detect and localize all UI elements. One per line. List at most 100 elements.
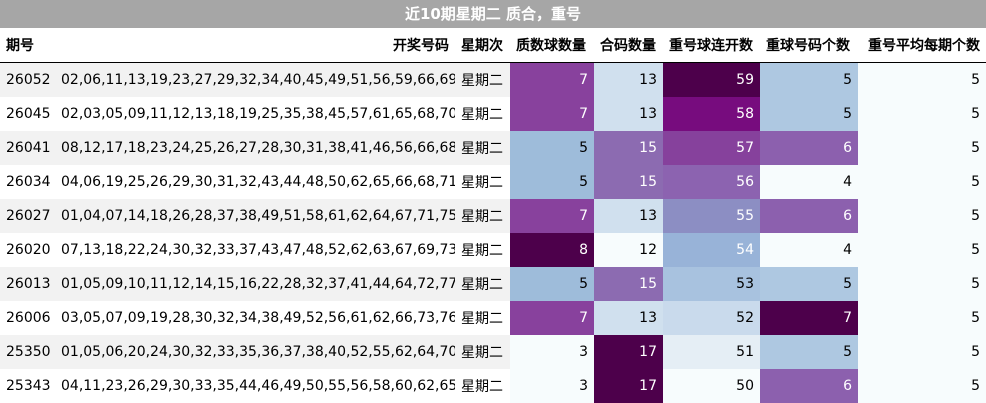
table-row: 26052 02,06,11,13,19,23,27,29,32,34,40,45… [0, 62, 986, 97]
cell-composite: 15 [594, 131, 663, 165]
cell-period: 26013 [0, 267, 55, 301]
cell-prime: 5 [510, 131, 594, 165]
cell-repeat-count: 5 [760, 335, 858, 369]
cell-weekday: 星期二 [455, 97, 510, 131]
header-numbers: 开奖号码 [55, 28, 455, 63]
table-row: 26013 01,05,09,10,11,12,14,15,16,22,28,32… [0, 267, 986, 301]
cell-weekday: 星期二 [455, 62, 510, 97]
cell-prime: 5 [510, 267, 594, 301]
cell-repeat-avg: 5 [858, 131, 986, 165]
table-title: 近10期星期二 质合，重号 [0, 0, 986, 28]
cell-composite: 13 [594, 301, 663, 335]
cell-repeat-count: 5 [760, 97, 858, 131]
cell-repeat-avg: 5 [858, 335, 986, 369]
header-repeat-avg: 重号平均每期个数 [858, 28, 986, 63]
cell-repeat-count: 4 [760, 233, 858, 267]
cell-numbers: 04,06,19,25,26,29,30,31,32,43,44,48,50,6… [55, 165, 455, 199]
cell-repeat-count: 5 [760, 62, 858, 97]
cell-repeat-streak: 51 [663, 335, 760, 369]
cell-composite: 13 [594, 62, 663, 97]
cell-period: 26020 [0, 233, 55, 267]
cell-repeat-avg: 5 [858, 199, 986, 233]
cell-numbers: 01,05,06,20,24,30,32,33,35,36,37,38,40,5… [55, 335, 455, 369]
cell-repeat-avg: 5 [858, 62, 986, 97]
cell-prime: 3 [510, 369, 594, 403]
cell-numbers: 04,11,23,26,29,30,33,35,44,46,49,50,55,5… [55, 369, 455, 403]
cell-weekday: 星期二 [455, 199, 510, 233]
cell-repeat-count: 5 [760, 267, 858, 301]
cell-numbers: 03,05,07,09,19,28,30,32,34,38,49,52,56,6… [55, 301, 455, 335]
header-repeat-streak: 重号球连开数 [663, 28, 760, 63]
cell-repeat-streak: 54 [663, 233, 760, 267]
cell-prime: 5 [510, 165, 594, 199]
table-row: 26027 01,04,07,14,18,26,28,37,38,49,51,58… [0, 199, 986, 233]
cell-period: 25343 [0, 369, 55, 403]
cell-prime: 3 [510, 335, 594, 369]
header-repeat-count: 重球号码个数 [760, 28, 858, 63]
cell-prime: 8 [510, 233, 594, 267]
cell-composite: 13 [594, 97, 663, 131]
lottery-table: 期号 开奖号码 星期次 质数球数量 合码数量 重号球连开数 重球号码个数 重号平… [0, 28, 986, 403]
cell-weekday: 星期二 [455, 131, 510, 165]
cell-repeat-streak: 55 [663, 199, 760, 233]
cell-repeat-count: 6 [760, 369, 858, 403]
cell-repeat-avg: 5 [858, 233, 986, 267]
cell-prime: 7 [510, 62, 594, 97]
cell-repeat-count: 7 [760, 301, 858, 335]
header-composite: 合码数量 [594, 28, 663, 63]
cell-period: 25350 [0, 335, 55, 369]
header-weekday: 星期次 [455, 28, 510, 63]
cell-repeat-avg: 5 [858, 267, 986, 301]
cell-repeat-avg: 5 [858, 165, 986, 199]
cell-repeat-streak: 50 [663, 369, 760, 403]
cell-prime: 7 [510, 301, 594, 335]
cell-repeat-streak: 58 [663, 97, 760, 131]
table-row: 25350 01,05,06,20,24,30,32,33,35,36,37,38… [0, 335, 986, 369]
cell-prime: 7 [510, 199, 594, 233]
cell-repeat-streak: 53 [663, 267, 760, 301]
table-row: 26020 07,13,18,22,24,30,32,33,37,43,47,48… [0, 233, 986, 267]
cell-weekday: 星期二 [455, 301, 510, 335]
header-row: 期号 开奖号码 星期次 质数球数量 合码数量 重号球连开数 重球号码个数 重号平… [0, 28, 986, 63]
cell-weekday: 星期二 [455, 335, 510, 369]
cell-weekday: 星期二 [455, 233, 510, 267]
cell-repeat-avg: 5 [858, 369, 986, 403]
cell-period: 26034 [0, 165, 55, 199]
cell-repeat-streak: 57 [663, 131, 760, 165]
cell-composite: 13 [594, 199, 663, 233]
table-row: 26045 02,03,05,09,11,12,13,18,19,25,35,38… [0, 97, 986, 131]
table-row: 26034 04,06,19,25,26,29,30,31,32,43,44,48… [0, 165, 986, 199]
cell-period: 26041 [0, 131, 55, 165]
table-row: 26006 03,05,07,09,19,28,30,32,34,38,49,52… [0, 301, 986, 335]
table-body: 26052 02,06,11,13,19,23,27,29,32,34,40,45… [0, 62, 986, 403]
cell-composite: 12 [594, 233, 663, 267]
cell-period: 26052 [0, 62, 55, 97]
cell-composite: 17 [594, 335, 663, 369]
cell-composite: 15 [594, 165, 663, 199]
cell-weekday: 星期二 [455, 165, 510, 199]
header-prime: 质数球数量 [510, 28, 594, 63]
cell-period: 26006 [0, 301, 55, 335]
cell-numbers: 08,12,17,18,23,24,25,26,27,28,30,31,38,4… [55, 131, 455, 165]
cell-prime: 7 [510, 97, 594, 131]
cell-repeat-streak: 59 [663, 62, 760, 97]
cell-weekday: 星期二 [455, 369, 510, 403]
cell-repeat-count: 6 [760, 199, 858, 233]
cell-repeat-count: 4 [760, 165, 858, 199]
table-row: 25343 04,11,23,26,29,30,33,35,44,46,49,50… [0, 369, 986, 403]
cell-numbers: 01,05,09,10,11,12,14,15,16,22,28,32,37,4… [55, 267, 455, 301]
cell-numbers: 01,04,07,14,18,26,28,37,38,49,51,58,61,6… [55, 199, 455, 233]
cell-weekday: 星期二 [455, 267, 510, 301]
cell-repeat-count: 6 [760, 131, 858, 165]
cell-numbers: 02,03,05,09,11,12,13,18,19,25,35,38,45,5… [55, 97, 455, 131]
cell-numbers: 02,06,11,13,19,23,27,29,32,34,40,45,49,5… [55, 62, 455, 97]
cell-repeat-streak: 52 [663, 301, 760, 335]
cell-composite: 17 [594, 369, 663, 403]
cell-repeat-streak: 56 [663, 165, 760, 199]
header-period: 期号 [0, 28, 55, 63]
cell-repeat-avg: 5 [858, 97, 986, 131]
cell-composite: 15 [594, 267, 663, 301]
cell-period: 26045 [0, 97, 55, 131]
cell-numbers: 07,13,18,22,24,30,32,33,37,43,47,48,52,6… [55, 233, 455, 267]
table-row: 26041 08,12,17,18,23,24,25,26,27,28,30,31… [0, 131, 986, 165]
